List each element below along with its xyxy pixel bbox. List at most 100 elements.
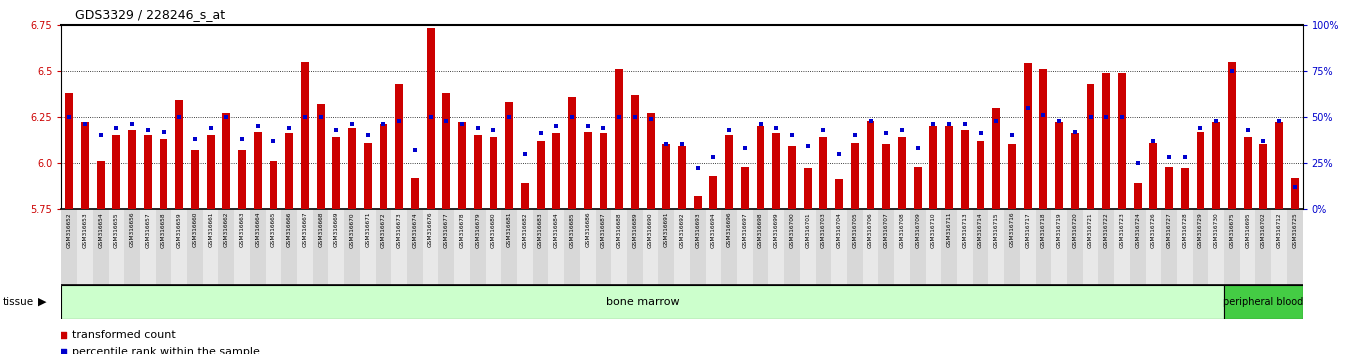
Text: GSM316718: GSM316718 [1041, 212, 1046, 247]
Bar [1192, 209, 1209, 285]
Text: GSM316670: GSM316670 [349, 212, 355, 247]
Text: ▶: ▶ [38, 297, 46, 307]
Text: GSM316711: GSM316711 [947, 212, 952, 247]
Bar [160, 139, 168, 209]
Point [970, 131, 992, 136]
Bar [926, 209, 941, 285]
Bar [565, 209, 580, 285]
Bar [941, 209, 958, 285]
Point [404, 147, 426, 153]
Bar [552, 133, 561, 209]
Point [341, 121, 363, 127]
Bar [799, 209, 816, 285]
Text: GSM316672: GSM316672 [381, 212, 386, 247]
Bar [329, 209, 344, 285]
Point [1143, 138, 1165, 144]
Bar [1024, 63, 1031, 209]
Point [278, 125, 300, 131]
Point [1189, 125, 1211, 131]
Bar [803, 169, 812, 209]
Bar [647, 113, 655, 209]
Bar [533, 209, 548, 285]
Bar [1102, 73, 1110, 209]
Text: GSM316705: GSM316705 [852, 212, 858, 248]
Bar [851, 143, 859, 209]
Point [655, 142, 677, 147]
Bar [61, 209, 78, 285]
Bar [176, 100, 183, 209]
Bar [406, 209, 423, 285]
Bar [316, 104, 325, 209]
Text: GSM316685: GSM316685 [570, 212, 574, 247]
Point [608, 114, 630, 120]
Text: GSM316728: GSM316728 [1183, 212, 1187, 248]
Point [1048, 118, 1069, 123]
Text: GSM316704: GSM316704 [836, 212, 842, 248]
Bar [285, 133, 293, 209]
Point [640, 116, 662, 121]
Text: GSM316655: GSM316655 [113, 212, 119, 247]
Point [782, 132, 803, 138]
Bar [722, 209, 737, 285]
Point [577, 123, 599, 129]
Bar [239, 150, 246, 209]
Point [922, 121, 944, 127]
Bar [396, 84, 404, 209]
Bar [642, 209, 659, 285]
Bar [109, 209, 124, 285]
Bar [772, 133, 780, 209]
Point [184, 136, 206, 142]
Bar [93, 209, 109, 285]
Bar [1146, 209, 1161, 285]
Bar [1290, 178, 1299, 209]
Bar [709, 176, 717, 209]
Text: GSM316657: GSM316657 [146, 212, 150, 247]
Text: GSM316674: GSM316674 [412, 212, 417, 247]
Point [1174, 154, 1196, 160]
Bar [486, 209, 502, 285]
Point [623, 114, 645, 120]
Bar [914, 166, 922, 209]
Point [1016, 105, 1038, 110]
Bar [1114, 209, 1129, 285]
Bar [297, 209, 312, 285]
Bar [1129, 209, 1146, 285]
Text: GSM316702: GSM316702 [1260, 212, 1266, 248]
Point [1112, 114, 1133, 120]
Bar [690, 209, 705, 285]
Text: GSM316676: GSM316676 [428, 212, 434, 247]
Bar [835, 179, 843, 209]
Bar [442, 93, 450, 209]
Point [891, 127, 913, 132]
Point [1206, 118, 1228, 123]
Point [357, 132, 379, 138]
Point [828, 151, 850, 156]
Bar [929, 126, 937, 209]
Bar [958, 209, 973, 285]
Bar [816, 209, 831, 285]
Bar [1196, 132, 1204, 209]
Point [435, 118, 457, 123]
Text: GSM316698: GSM316698 [758, 212, 762, 247]
Bar [1259, 144, 1267, 209]
Text: GSM316677: GSM316677 [443, 212, 449, 247]
Text: GSM316662: GSM316662 [224, 212, 229, 247]
Bar [611, 209, 627, 285]
Bar [128, 130, 136, 209]
Text: GSM316721: GSM316721 [1088, 212, 1093, 247]
Bar [458, 122, 466, 209]
Bar [977, 141, 985, 209]
Point [765, 125, 787, 131]
Point [247, 123, 269, 129]
Point [813, 127, 835, 132]
Bar [1181, 169, 1188, 209]
Bar [364, 143, 371, 209]
Point [74, 121, 95, 127]
Text: GSM316659: GSM316659 [177, 212, 181, 247]
Bar [207, 135, 214, 209]
Text: GSM316660: GSM316660 [192, 212, 198, 247]
Bar [454, 209, 469, 285]
Text: GSM316706: GSM316706 [868, 212, 873, 247]
Bar [992, 108, 1000, 209]
Text: GSM316661: GSM316661 [209, 212, 213, 247]
